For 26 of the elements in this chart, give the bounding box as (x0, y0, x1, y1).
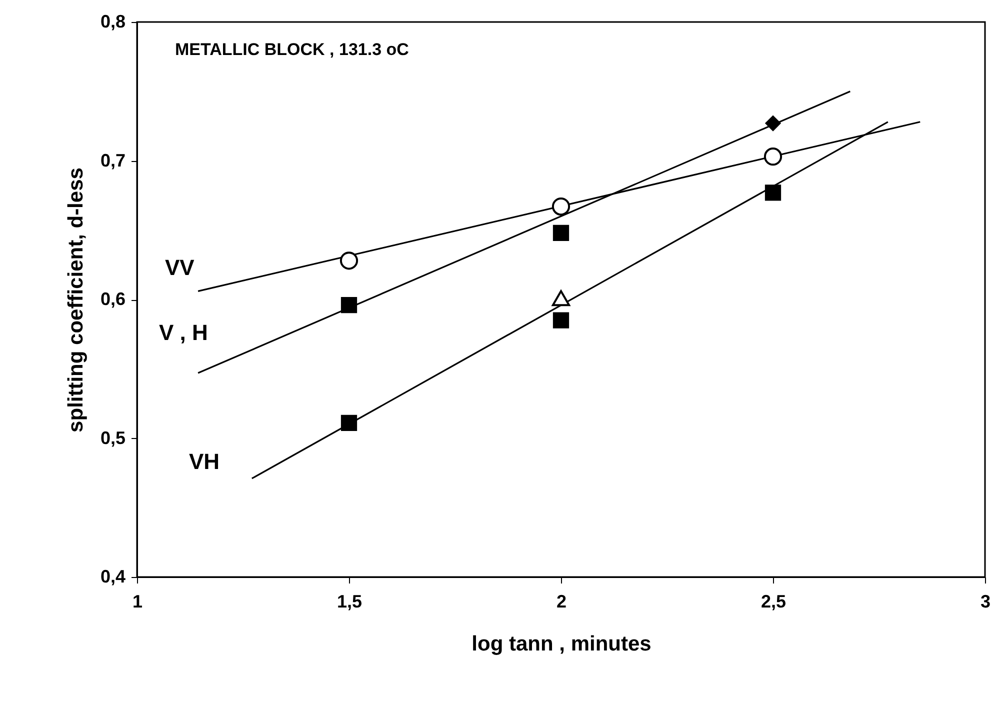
point (552, 290, 570, 306)
annotation: VV (165, 255, 195, 280)
point (340, 296, 358, 314)
y-tick-label: 0,4 (100, 566, 126, 586)
point (552, 224, 570, 241)
text: METALLIC BLOCK , 131.3 oC (175, 40, 409, 59)
point (552, 197, 570, 216)
point (764, 148, 782, 166)
annotation: V , H (159, 320, 208, 345)
x-tick-label: 1,5 (336, 592, 362, 612)
point (764, 115, 782, 132)
x-tick-label: 2 (556, 592, 567, 612)
y-tick-label: 0,7 (100, 150, 126, 170)
point (552, 312, 570, 328)
point (764, 184, 782, 201)
x-tick-label: 1 (132, 592, 143, 612)
x-axis-title: log tann , minutes (472, 632, 652, 656)
y-axis-title: splitting coefficient, d-less (64, 168, 88, 432)
y-tick-label: 0,8 (100, 12, 126, 32)
annotation: VH (189, 449, 220, 474)
y-tick-label: 0,5 (100, 428, 126, 448)
point (340, 414, 358, 432)
x-tick-label: 3 (980, 592, 991, 612)
y-tick-label: 0,6 (100, 289, 126, 309)
x-tick-label: 2,5 (760, 592, 786, 612)
point (340, 252, 358, 270)
